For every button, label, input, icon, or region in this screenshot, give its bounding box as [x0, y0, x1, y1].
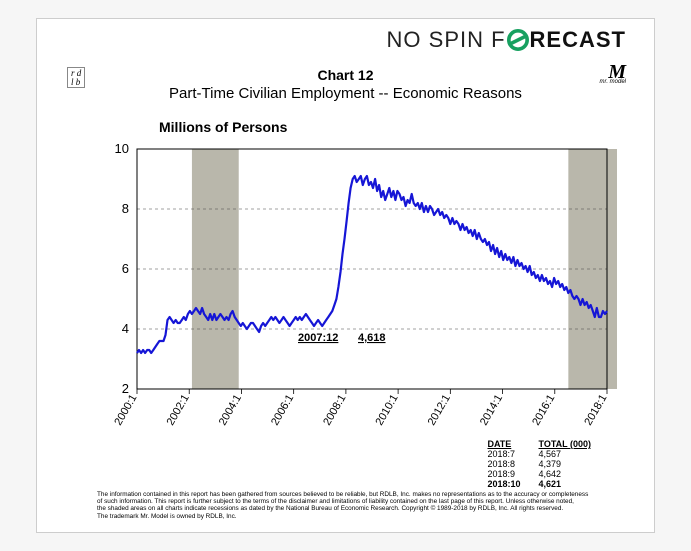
svg-text:4,618: 4,618: [358, 332, 386, 344]
svg-text:6: 6: [122, 261, 129, 276]
svg-text:2006:1: 2006:1: [269, 393, 296, 428]
table-row: 2018:74,567: [487, 449, 609, 459]
svg-text:2000:1: 2000:1: [112, 393, 139, 428]
table-header: DATE: [487, 439, 538, 449]
chart-titles: Chart 12 Part-Time Civilian Employment -…: [37, 67, 654, 102]
brand-post: RECAST: [530, 27, 626, 53]
chart-number: Chart 12: [37, 67, 654, 83]
footnote-l3: the shaded areas on all charts indicate …: [97, 505, 634, 512]
data-table: DATETOTAL (000)2018:74,5672018:84,379201…: [487, 439, 609, 489]
svg-text:2007:12: 2007:12: [298, 332, 338, 344]
svg-text:2002:1: 2002:1: [165, 393, 192, 428]
brand-pre: NO SPIN F: [387, 27, 506, 53]
chart-frame: NO SPIN F RECAST r d l b M mr. model Cha…: [36, 18, 655, 533]
footnote-l4: The trademark Mr. Model is owned by RDLB…: [97, 513, 634, 520]
svg-text:4: 4: [122, 321, 129, 336]
data-table-inner: DATETOTAL (000)2018:74,5672018:84,379201…: [487, 439, 609, 489]
svg-text:8: 8: [122, 201, 129, 216]
table-row: 2018:84,379: [487, 459, 609, 469]
svg-text:2008:1: 2008:1: [321, 393, 348, 428]
svg-text:2010:1: 2010:1: [373, 393, 400, 428]
table-row: 2018:104,621: [487, 479, 609, 489]
svg-text:2012:1: 2012:1: [426, 393, 453, 428]
chart-label: Part-Time Civilian Employment -- Economi…: [37, 85, 654, 102]
brand-header: NO SPIN F RECAST: [387, 27, 626, 53]
footnote-l1: The information contained in this report…: [97, 491, 634, 498]
svg-text:2014:1: 2014:1: [478, 393, 505, 428]
y-axis-subhead: Millions of Persons: [159, 119, 287, 135]
forecast-o-icon: [507, 29, 529, 51]
svg-text:2018:1: 2018:1: [582, 393, 609, 428]
footnote: The information contained in this report…: [97, 491, 634, 520]
plot-area: 2468102000:12002:12004:12006:12008:12010…: [107, 144, 617, 434]
plot-svg: 2468102000:12002:12004:12006:12008:12010…: [107, 144, 617, 434]
svg-text:10: 10: [115, 144, 129, 156]
table-header: TOTAL (000): [538, 439, 609, 449]
table-row: 2018:94,642: [487, 469, 609, 479]
svg-text:2016:1: 2016:1: [530, 393, 557, 428]
svg-text:2004:1: 2004:1: [217, 393, 244, 428]
